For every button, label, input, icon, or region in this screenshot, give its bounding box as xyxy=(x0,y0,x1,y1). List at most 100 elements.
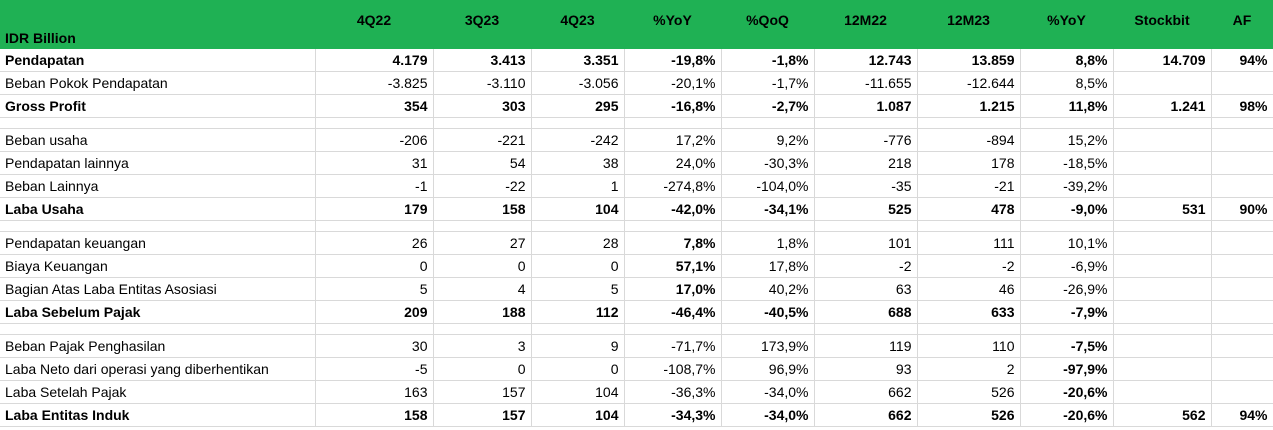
cell-qoq[interactable]: 9,2% xyxy=(721,128,815,152)
empty-cell[interactable] xyxy=(1020,220,1114,232)
cell-qoq[interactable]: -30,3% xyxy=(721,151,815,175)
cell-af[interactable]: 98% xyxy=(1211,94,1273,118)
row-label-cell[interactable]: Bagian Atas Laba Entitas Asosiasi xyxy=(0,277,316,301)
cell-yoy[interactable]: -108,7% xyxy=(624,357,722,381)
cell-3q23[interactable]: 158 xyxy=(433,197,532,221)
cell-af[interactable] xyxy=(1211,254,1273,278)
cell-3q23[interactable]: 3.413 xyxy=(433,48,532,72)
cell-3q23[interactable]: 303 xyxy=(433,94,532,118)
cell-12m23[interactable]: 46 xyxy=(917,277,1021,301)
cell-12m23[interactable]: 2 xyxy=(917,357,1021,381)
cell-yoy[interactable]: -274,8% xyxy=(624,174,722,198)
cell-3q23[interactable]: -22 xyxy=(433,174,532,198)
cell-yoy-annual[interactable]: -20,6% xyxy=(1020,380,1114,404)
cell-stockbit[interactable] xyxy=(1113,380,1212,404)
cell-12m22[interactable]: 63 xyxy=(814,277,918,301)
header-cell-yoy[interactable]: %YoY xyxy=(624,0,722,49)
cell-12m23[interactable]: 526 xyxy=(917,380,1021,404)
header-cell-12m22[interactable]: 12M22 xyxy=(814,0,918,49)
cell-3q23[interactable]: 188 xyxy=(433,300,532,324)
cell-4q22[interactable]: 158 xyxy=(315,403,434,427)
empty-cell[interactable] xyxy=(315,323,434,335)
cell-af[interactable]: 90% xyxy=(1211,197,1273,221)
cell-4q22[interactable]: 30 xyxy=(315,334,434,358)
empty-cell[interactable] xyxy=(1020,117,1114,129)
cell-4q22[interactable]: -1 xyxy=(315,174,434,198)
cell-4q23[interactable]: -242 xyxy=(531,128,625,152)
cell-3q23[interactable]: 157 xyxy=(433,403,532,427)
header-cell-yoy-annual[interactable]: %YoY xyxy=(1020,0,1114,49)
cell-yoy[interactable]: -36,3% xyxy=(624,380,722,404)
cell-af[interactable] xyxy=(1211,71,1273,95)
cell-yoy-annual[interactable]: 8,8% xyxy=(1020,48,1114,72)
empty-cell[interactable] xyxy=(814,323,918,335)
cell-4q22[interactable]: 26 xyxy=(315,231,434,255)
cell-3q23[interactable]: 4 xyxy=(433,277,532,301)
cell-yoy[interactable]: -42,0% xyxy=(624,197,722,221)
cell-12m22[interactable]: -2 xyxy=(814,254,918,278)
cell-stockbit[interactable] xyxy=(1113,357,1212,381)
empty-cell[interactable] xyxy=(721,117,815,129)
cell-4q23[interactable]: 104 xyxy=(531,403,625,427)
cell-stockbit[interactable] xyxy=(1113,71,1212,95)
cell-af[interactable] xyxy=(1211,300,1273,324)
row-label-cell[interactable]: Beban Pajak Penghasilan xyxy=(0,334,316,358)
cell-af[interactable] xyxy=(1211,151,1273,175)
empty-cell[interactable] xyxy=(315,117,434,129)
cell-12m22[interactable]: 1.087 xyxy=(814,94,918,118)
cell-4q23[interactable]: 38 xyxy=(531,151,625,175)
cell-12m23[interactable]: 13.859 xyxy=(917,48,1021,72)
cell-yoy-annual[interactable]: -26,9% xyxy=(1020,277,1114,301)
empty-cell[interactable] xyxy=(0,117,316,129)
empty-cell[interactable] xyxy=(917,220,1021,232)
cell-3q23[interactable]: -3.110 xyxy=(433,71,532,95)
cell-4q23[interactable]: 0 xyxy=(531,357,625,381)
cell-4q22[interactable]: 0 xyxy=(315,254,434,278)
cell-3q23[interactable]: 0 xyxy=(433,254,532,278)
cell-12m22[interactable]: 688 xyxy=(814,300,918,324)
cell-12m22[interactable]: 93 xyxy=(814,357,918,381)
cell-3q23[interactable]: 54 xyxy=(433,151,532,175)
cell-stockbit[interactable] xyxy=(1113,128,1212,152)
cell-qoq[interactable]: -1,7% xyxy=(721,71,815,95)
cell-4q23[interactable]: 9 xyxy=(531,334,625,358)
cell-4q23[interactable]: 1 xyxy=(531,174,625,198)
cell-yoy-annual[interactable]: -6,9% xyxy=(1020,254,1114,278)
empty-cell[interactable] xyxy=(814,220,918,232)
cell-qoq[interactable]: -34,1% xyxy=(721,197,815,221)
cell-3q23[interactable]: -221 xyxy=(433,128,532,152)
cell-yoy[interactable]: 17,0% xyxy=(624,277,722,301)
cell-12m22[interactable]: 119 xyxy=(814,334,918,358)
cell-stockbit[interactable] xyxy=(1113,254,1212,278)
cell-4q23[interactable]: 104 xyxy=(531,197,625,221)
empty-cell[interactable] xyxy=(1113,323,1212,335)
empty-cell[interactable] xyxy=(917,117,1021,129)
cell-af[interactable] xyxy=(1211,380,1273,404)
cell-qoq[interactable]: -40,5% xyxy=(721,300,815,324)
cell-stockbit[interactable]: 1.241 xyxy=(1113,94,1212,118)
cell-12m23[interactable]: 110 xyxy=(917,334,1021,358)
cell-af[interactable] xyxy=(1211,277,1273,301)
cell-stockbit[interactable]: 562 xyxy=(1113,403,1212,427)
row-label-cell[interactable]: Biaya Keuangan xyxy=(0,254,316,278)
header-cell-qoq[interactable]: %QoQ xyxy=(721,0,815,49)
cell-4q23[interactable]: 112 xyxy=(531,300,625,324)
cell-yoy[interactable]: -20,1% xyxy=(624,71,722,95)
cell-stockbit[interactable] xyxy=(1113,334,1212,358)
row-label-cell[interactable]: Beban usaha xyxy=(0,128,316,152)
cell-yoy-annual[interactable]: -9,0% xyxy=(1020,197,1114,221)
cell-yoy[interactable]: -19,8% xyxy=(624,48,722,72)
empty-cell[interactable] xyxy=(721,220,815,232)
cell-yoy[interactable]: -16,8% xyxy=(624,94,722,118)
cell-stockbit[interactable]: 531 xyxy=(1113,197,1212,221)
cell-12m23[interactable]: 178 xyxy=(917,151,1021,175)
empty-cell[interactable] xyxy=(433,220,532,232)
row-label-cell[interactable]: Laba Neto dari operasi yang diberhentika… xyxy=(0,357,316,381)
cell-4q22[interactable]: 163 xyxy=(315,380,434,404)
header-cell-label[interactable]: IDR Billion xyxy=(0,0,316,49)
cell-12m22[interactable]: 525 xyxy=(814,197,918,221)
cell-qoq[interactable]: -104,0% xyxy=(721,174,815,198)
cell-12m22[interactable]: 662 xyxy=(814,380,918,404)
cell-12m22[interactable]: 218 xyxy=(814,151,918,175)
cell-4q23[interactable]: 28 xyxy=(531,231,625,255)
